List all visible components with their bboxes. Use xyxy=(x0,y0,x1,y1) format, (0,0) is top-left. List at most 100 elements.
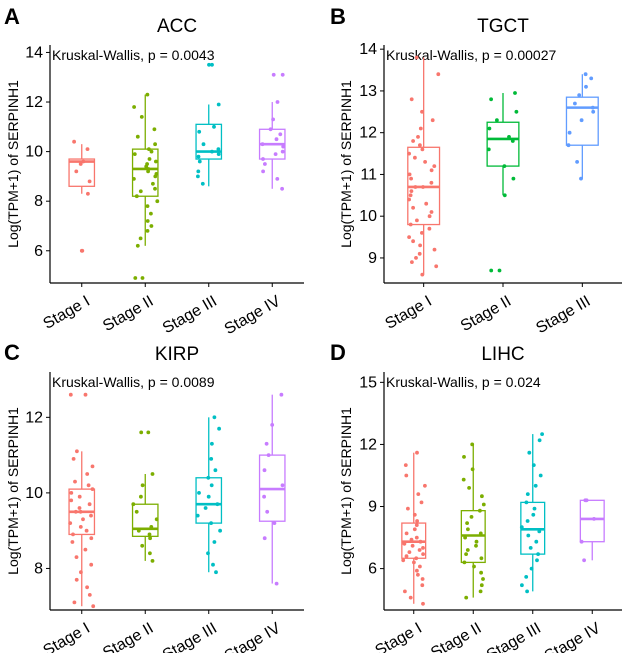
data-point xyxy=(210,62,214,67)
data-point xyxy=(68,521,73,525)
data-point xyxy=(540,432,544,436)
data-point xyxy=(216,102,221,107)
data-point xyxy=(152,127,157,132)
y-tick-label: 12 xyxy=(25,94,43,111)
data-point xyxy=(74,577,79,582)
y-tick-label: 10 xyxy=(25,485,43,502)
data-point xyxy=(74,555,79,559)
data-point xyxy=(418,539,423,544)
data-point xyxy=(78,509,83,514)
data-point xyxy=(196,169,201,174)
data-point xyxy=(131,502,136,507)
x-tick-label: Stage IV xyxy=(222,620,284,653)
data-point xyxy=(147,157,152,161)
data-point xyxy=(418,243,422,248)
data-point xyxy=(145,219,150,223)
data-point xyxy=(145,204,150,209)
data-point xyxy=(200,181,205,186)
data-point xyxy=(201,142,206,147)
box-group-2 xyxy=(486,91,520,273)
x-tick-label: Stage I xyxy=(382,293,434,333)
box xyxy=(565,96,599,146)
data-point xyxy=(407,197,411,202)
data-point xyxy=(579,118,584,123)
data-point xyxy=(197,491,201,495)
data-point xyxy=(415,450,419,455)
data-point xyxy=(87,502,92,507)
data-point xyxy=(69,491,74,495)
data-point xyxy=(150,559,155,563)
data-point xyxy=(210,441,214,446)
data-point xyxy=(138,236,143,241)
data-point xyxy=(83,392,88,397)
data-point xyxy=(148,551,152,556)
data-point xyxy=(419,500,424,505)
data-point xyxy=(274,137,279,142)
y-tick-label: 12 xyxy=(359,125,377,142)
data-point xyxy=(532,506,537,511)
data-point xyxy=(415,519,419,523)
panel-letter: B xyxy=(330,4,346,29)
data-point xyxy=(79,570,83,575)
data-point xyxy=(420,147,425,152)
data-point xyxy=(495,118,499,123)
data-point xyxy=(519,525,524,530)
data-point xyxy=(196,174,200,179)
x-tick-label: Stage IV xyxy=(222,293,284,339)
data-point xyxy=(401,558,406,563)
data-point xyxy=(478,589,483,594)
data-point xyxy=(463,535,467,540)
kruskal-wallis-annotation: Kruskal-Wallis, p = 0.024 xyxy=(386,374,541,390)
data-point xyxy=(462,560,467,565)
data-point xyxy=(206,551,210,556)
box xyxy=(131,503,159,537)
data-point xyxy=(280,149,285,154)
data-point xyxy=(212,540,217,544)
data-point xyxy=(525,519,530,523)
y-axis-label: Log(TPM+1) of SERPINH1 xyxy=(5,80,21,248)
data-point xyxy=(218,528,223,533)
data-point xyxy=(144,164,149,169)
x-tick-label: Stage III xyxy=(160,620,220,653)
data-point xyxy=(524,575,529,579)
data-point xyxy=(575,160,579,164)
data-point xyxy=(403,463,408,467)
box-group-4 xyxy=(579,498,605,563)
data-point xyxy=(78,525,83,529)
data-point xyxy=(416,572,420,577)
data-point xyxy=(273,152,278,157)
data-point xyxy=(511,176,516,181)
data-point xyxy=(151,181,155,186)
data-point xyxy=(408,222,413,227)
data-point xyxy=(404,473,409,478)
y-tick-label: 12 xyxy=(359,436,377,453)
data-point xyxy=(154,517,159,522)
data-point xyxy=(502,193,507,198)
data-point xyxy=(531,463,536,467)
data-point xyxy=(262,536,267,541)
data-point xyxy=(280,186,284,191)
data-point xyxy=(195,513,200,518)
data-point xyxy=(502,164,507,169)
data-point xyxy=(417,251,422,256)
data-point xyxy=(407,235,411,240)
data-point xyxy=(583,72,588,77)
data-point xyxy=(262,468,267,473)
data-point xyxy=(535,558,539,563)
data-point xyxy=(136,528,141,533)
data-point xyxy=(89,562,94,567)
data-point xyxy=(489,97,493,102)
data-point xyxy=(135,243,140,248)
data-point xyxy=(420,583,425,588)
data-point xyxy=(139,494,143,499)
data-point xyxy=(420,577,425,581)
box-group-2 xyxy=(131,430,159,563)
data-point xyxy=(147,147,151,152)
data-point xyxy=(268,127,273,132)
data-point xyxy=(481,502,486,507)
data-point xyxy=(212,415,217,420)
data-point xyxy=(280,483,285,488)
data-point xyxy=(270,423,275,427)
data-point xyxy=(281,144,286,149)
data-point xyxy=(481,577,485,581)
